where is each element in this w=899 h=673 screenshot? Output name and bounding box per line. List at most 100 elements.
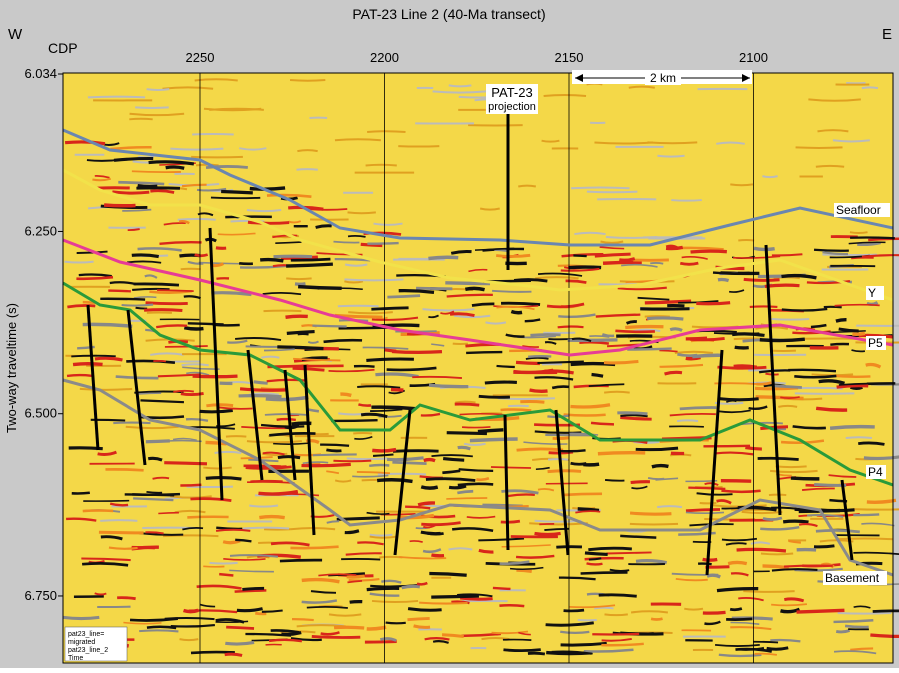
- legend-line: pat23_line_2: [68, 647, 108, 654]
- reflection: [348, 236, 366, 237]
- horizon-label: Basement: [825, 571, 880, 585]
- reflection: [428, 257, 458, 258]
- reflection: [819, 510, 854, 511]
- reflection: [691, 251, 727, 252]
- reflection: [735, 347, 749, 348]
- reflection: [479, 396, 510, 397]
- reflection: [455, 404, 480, 405]
- x-tick-label: 2250: [186, 50, 215, 65]
- noise: [226, 436, 246, 437]
- reflection: [341, 559, 380, 560]
- reflection: [703, 612, 726, 613]
- noise: [182, 364, 209, 365]
- reflection: [718, 279, 729, 280]
- reflection: [719, 399, 759, 400]
- reflection: [573, 255, 586, 256]
- reflection: [773, 386, 801, 388]
- reflection: [680, 408, 717, 409]
- reflection: [478, 430, 504, 432]
- reflection: [650, 263, 663, 264]
- reflection: [449, 486, 466, 488]
- noise: [290, 80, 325, 81]
- reflection: [286, 264, 333, 266]
- reflection: [239, 396, 282, 397]
- reflection: [371, 407, 415, 409]
- reflection: [605, 480, 624, 481]
- reflection: [366, 359, 414, 360]
- reflection: [721, 481, 751, 482]
- reflection: [585, 553, 608, 555]
- reflection: [579, 342, 609, 343]
- noise: [518, 186, 536, 187]
- reflection: [445, 283, 490, 284]
- reflection: [417, 583, 427, 584]
- reflection: [392, 462, 426, 463]
- noise: [647, 142, 697, 143]
- reflection: [358, 404, 371, 405]
- reflection: [520, 401, 544, 402]
- reflection: [698, 564, 712, 565]
- reflection: [631, 482, 650, 483]
- reflection: [558, 450, 585, 451]
- reflection: [528, 356, 551, 357]
- noise: [743, 591, 794, 592]
- reflection: [732, 334, 764, 336]
- reflection: [136, 308, 148, 309]
- reflection: [794, 376, 836, 377]
- reflection: [703, 559, 718, 560]
- reflection: [603, 262, 642, 263]
- reflection: [553, 438, 570, 439]
- noise: [542, 141, 560, 142]
- noise: [630, 524, 678, 525]
- reflection: [470, 439, 518, 441]
- reflection: [419, 603, 467, 604]
- reflection: [206, 478, 242, 480]
- reflection: [312, 326, 346, 327]
- reflection: [109, 548, 138, 549]
- reflection: [588, 548, 631, 549]
- reflection: [784, 566, 833, 567]
- reflection: [690, 338, 725, 339]
- reflection: [564, 610, 585, 611]
- reflection: [67, 305, 95, 306]
- reflection: [619, 259, 634, 261]
- reflection: [836, 320, 847, 321]
- reflection: [754, 248, 775, 249]
- noise: [286, 278, 311, 279]
- reflection: [255, 613, 266, 614]
- reflection: [248, 222, 289, 223]
- east-label: E: [882, 26, 892, 43]
- reflection: [511, 311, 522, 312]
- reflection: [564, 415, 606, 416]
- noise: [778, 406, 797, 407]
- noise: [762, 176, 777, 177]
- reflection: [164, 463, 207, 464]
- reflection: [753, 642, 778, 643]
- noise: [838, 613, 892, 614]
- reflection: [814, 546, 834, 547]
- noise: [88, 97, 145, 98]
- reflection: [132, 494, 180, 495]
- reflection: [291, 259, 331, 260]
- noise: [480, 209, 500, 210]
- reflection: [354, 366, 375, 367]
- reflection: [501, 521, 520, 522]
- reflection: [269, 640, 302, 641]
- noise: [209, 109, 264, 110]
- reflection: [450, 314, 474, 316]
- reflection: [617, 413, 647, 414]
- reflection: [157, 290, 194, 291]
- reflection: [726, 619, 752, 620]
- reflection: [836, 630, 849, 631]
- reflection: [104, 205, 135, 206]
- reflection: [763, 518, 782, 520]
- noise: [730, 184, 753, 185]
- reflection: [281, 633, 301, 635]
- noise: [604, 392, 630, 393]
- reflection: [134, 284, 179, 285]
- reflection: [429, 573, 466, 575]
- reflection: [850, 238, 895, 239]
- reflection: [858, 443, 884, 444]
- noise: [338, 306, 379, 307]
